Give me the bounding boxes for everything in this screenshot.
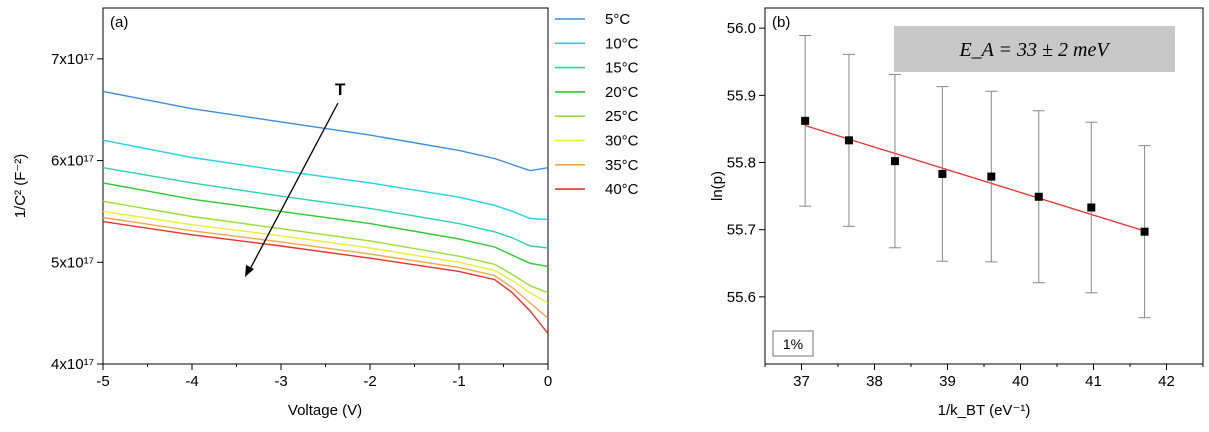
series-line-30°C: [103, 210, 548, 304]
legend-label: 5°C: [605, 11, 630, 28]
panel-a-x-tick-label: -4: [185, 373, 198, 390]
panel-b-fit-line: [804, 124, 1145, 232]
panel-a-x-tick-label: -1: [452, 373, 465, 390]
data-point: [938, 169, 947, 178]
series-line-10°C: [103, 139, 548, 221]
data-point: [1034, 192, 1043, 201]
panel-a-legend: 5°C 10°C 15°C 20°C 25°C 30°C 35°C 40°C: [555, 11, 639, 198]
data-point: [801, 116, 810, 125]
temperature-label: T: [335, 80, 346, 99]
panel-a-plot-frame: [102, 7, 549, 365]
panel-a-x-tick-label: 0: [544, 373, 552, 390]
panel-b-points: [799, 35, 1151, 319]
panel-a-y-tick-label: 7x10¹⁷: [51, 51, 94, 68]
legend-label: 35°C: [605, 157, 639, 174]
panel-a-y-axis-label: 1/C² (F⁻²): [12, 154, 29, 219]
panel-b-y-tick-label: 55.8: [727, 154, 756, 171]
panel-a-curves: [103, 90, 548, 334]
series-line-5°C: [103, 90, 548, 172]
panel-a-y-tick-label: 4x10¹⁷: [51, 356, 94, 373]
panel-b-x-tick-label: 40: [1012, 373, 1029, 390]
panel-b-y-ticks: 55.6 55.7 55.8 55.9 56.0: [727, 20, 765, 306]
panel-a-y-ticks: 4x10¹⁷ 5x10¹⁷ 6x10¹⁷ 7x10¹⁷: [51, 51, 103, 373]
panel-b-label: (b): [772, 14, 790, 31]
panel-a-y-tick-label: 5x10¹⁷: [51, 254, 94, 271]
panel-b-x-tick-label: 37: [793, 373, 810, 390]
data-point: [844, 136, 853, 145]
panel-b-y-tick-label: 56.0: [727, 20, 756, 37]
legend-label: 15°C: [605, 60, 639, 77]
data-point: [1140, 227, 1149, 236]
series-line-25°C: [103, 200, 548, 294]
data-point: [890, 157, 899, 166]
panel-a-x-axis-label: Voltage (V): [288, 402, 362, 419]
series-line-15°C: [103, 167, 548, 249]
panel-b-x-tick-label: 42: [1158, 373, 1175, 390]
temperature-arrow-head-icon: [245, 265, 254, 277]
panel-a-x-tick-label: -5: [96, 373, 109, 390]
panel-a-x-ticks: -5 -4 -3 -2 -1 0: [96, 364, 552, 390]
temperature-arrow: [248, 102, 339, 272]
legend-label: 10°C: [605, 35, 639, 52]
panel-b-x-tick-label: 41: [1085, 373, 1102, 390]
activation-energy-box: [894, 26, 1175, 72]
panel-b-y-axis-label: ln(p): [709, 171, 726, 201]
fit-line: [804, 124, 1145, 232]
panel-b-y-tick-label: 55.7: [727, 222, 756, 239]
panel-a-y-tick-label: 6x10¹⁷: [51, 153, 94, 170]
series-line-40°C: [103, 220, 548, 334]
percent-label: 1%: [783, 336, 803, 352]
panel-b-y-tick-label: 55.6: [727, 289, 756, 306]
legend-label: 30°C: [605, 133, 639, 150]
panel-a-chart: -5 -4 -3 -2 -1 0 4x10¹⁷ 5x10¹⁷ 6x10¹⁷ 7x10¹⁷ (a)…: [12, 7, 639, 419]
panel-b-y-tick-label: 55.9: [727, 87, 756, 104]
panel-a-x-tick-label: -3: [274, 373, 287, 390]
legend-label: 40°C: [605, 181, 639, 198]
panel-a-x-tick-label: -2: [363, 373, 376, 390]
series-line-35°C: [103, 216, 548, 319]
activation-energy-text: E_A = 33 ± 2 meV: [958, 39, 1111, 61]
legend-label: 25°C: [605, 108, 639, 125]
panel-b-x-tick-label: 39: [939, 373, 956, 390]
panel-b-chart: E_A = 33 ± 2 meV 1% 37 38 39 40 41 42 55.655.…: [709, 7, 1204, 419]
panel-b-x-axis-label: 1/k_BT (eV⁻¹): [938, 402, 1031, 419]
panel-b-x-ticks: 37 38 39 40 41 42: [764, 364, 1204, 390]
legend-label: 20°C: [605, 84, 639, 101]
percent-box: [772, 330, 814, 357]
panel-b-x-tick-label: 38: [866, 373, 883, 390]
panel-a-label: (a): [110, 14, 128, 31]
data-point: [1087, 203, 1096, 212]
data-point: [987, 172, 996, 181]
series-line-20°C: [103, 182, 548, 268]
